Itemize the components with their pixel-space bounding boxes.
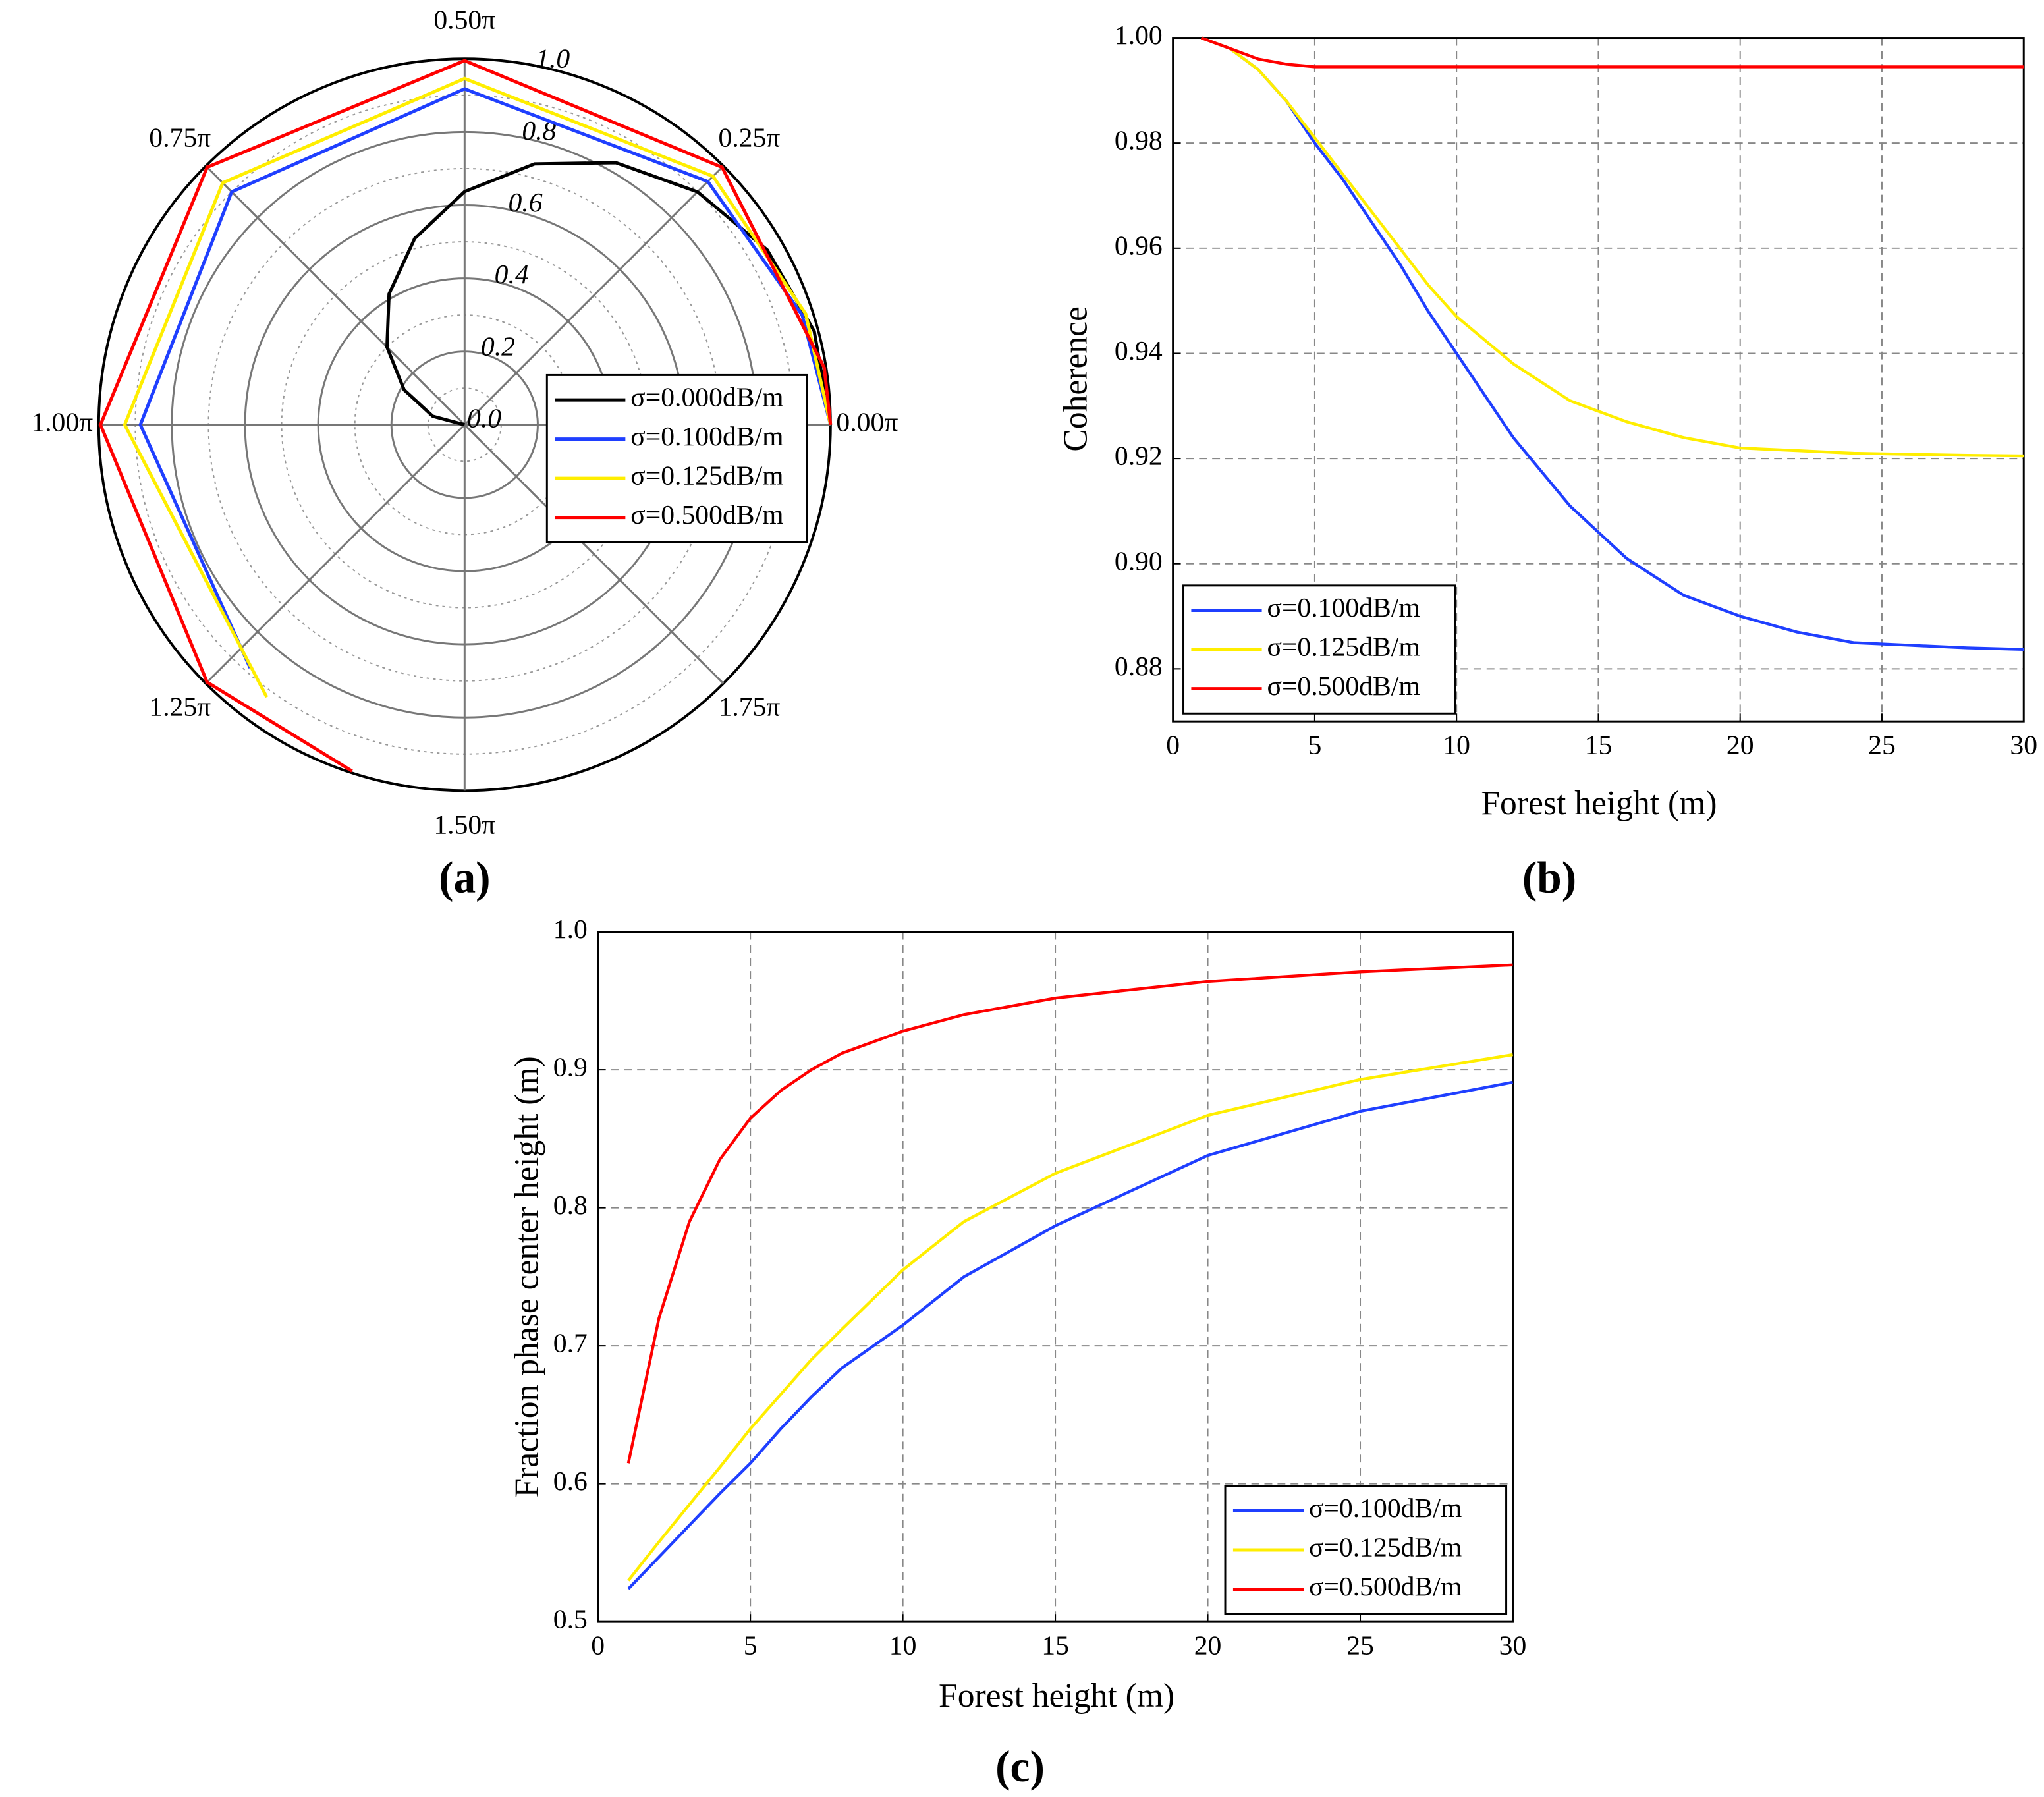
series-line: [385, 161, 833, 427]
y-tick-label: 0.9: [553, 1053, 588, 1083]
r-tick-label: 0.2: [481, 331, 515, 362]
theta-tick-label: 1.50π: [433, 810, 495, 840]
x-tick-label: 25: [1868, 730, 1896, 760]
legend-label: σ=0.100dB/m: [1267, 593, 1420, 623]
theta-tick-label: 1.00π: [31, 407, 93, 437]
y-tick-label: 0.90: [1115, 546, 1163, 576]
legend-label: σ=0.500dB/m: [1309, 1572, 1462, 1602]
x-tick-label: 25: [1346, 1630, 1374, 1661]
legend-label: σ=0.500dB/m: [1267, 671, 1420, 702]
legend-label: σ=0.100dB/m: [630, 422, 783, 452]
panel-label: (c): [995, 1742, 1045, 1791]
plot-frame: [1172, 37, 2025, 723]
spoke: [205, 165, 466, 426]
series-line: [627, 1080, 1513, 1590]
x-tick-label: 15: [1041, 1630, 1069, 1661]
x-tick-label: 0: [1166, 730, 1180, 760]
x-tick-label: 30: [1499, 1630, 1527, 1661]
y-tick-label: 1.00: [1115, 20, 1163, 51]
plot-frame: [597, 931, 1514, 1623]
series-line: [123, 76, 833, 698]
theta-tick-label: 0.25π: [718, 123, 780, 153]
x-tick-label: 10: [889, 1630, 917, 1661]
x-tick-label: 5: [1308, 730, 1322, 760]
r-tick-label: 0.4: [495, 260, 529, 290]
x-axis-label: Forest height (m): [1481, 785, 1717, 822]
legend-label: σ=0.125dB/m: [1309, 1533, 1462, 1563]
spoke: [464, 424, 725, 684]
y-tick-label: 0.94: [1115, 336, 1163, 366]
theta-tick-label: 0.75π: [149, 123, 211, 153]
y-tick-label: 0.96: [1115, 231, 1163, 261]
series-line: [98, 59, 833, 773]
y-tick-label: 1.0: [553, 914, 588, 945]
x-axis-label: Forest height (m): [939, 1677, 1174, 1715]
theta-tick-label: 0.00π: [836, 407, 898, 437]
y-tick-label: 0.92: [1115, 441, 1163, 472]
legend-label: σ=0.100dB/m: [1309, 1493, 1462, 1524]
x-tick-label: 15: [1585, 730, 1613, 760]
theta-tick-label: 0.50π: [433, 5, 495, 35]
x-tick-label: 0: [591, 1630, 605, 1661]
theta-tick-label: 1.75π: [718, 692, 780, 722]
legend-box: [545, 373, 808, 543]
spoke: [205, 424, 466, 684]
y-tick-label: 0.7: [553, 1329, 588, 1359]
y-axis-label: Fraction phase center height (m): [508, 1056, 545, 1497]
series-line: [627, 1053, 1513, 1582]
x-tick-label: 10: [1443, 730, 1470, 760]
legend-label: σ=0.125dB/m: [1267, 632, 1420, 663]
series-line: [1200, 36, 2024, 458]
y-tick-label: 0.8: [553, 1190, 588, 1221]
y-tick-label: 0.5: [553, 1605, 588, 1635]
series-line: [1200, 36, 2024, 69]
legend-label: σ=0.000dB/m: [630, 383, 783, 413]
y-axis-label: Coherence: [1057, 306, 1095, 452]
x-tick-label: 20: [1194, 1630, 1222, 1661]
y-tick-label: 0.98: [1115, 126, 1163, 156]
r-tick-label: 0.6: [509, 188, 543, 218]
panel-label: (b): [1522, 853, 1576, 902]
x-tick-label: 30: [2010, 730, 2037, 760]
spoke: [464, 165, 725, 426]
r-tick-label: 1.0: [536, 44, 570, 74]
y-tick-label: 0.6: [553, 1466, 588, 1497]
x-tick-label: 5: [744, 1630, 758, 1661]
y-tick-label: 0.88: [1115, 651, 1163, 682]
series-line: [626, 963, 1513, 1464]
panel-label: (a): [439, 853, 491, 902]
series-line: [138, 87, 833, 669]
legend-label: σ=0.500dB/m: [630, 500, 783, 530]
x-tick-label: 20: [1726, 730, 1754, 760]
r-tick-label: 0.0: [467, 403, 501, 433]
theta-tick-label: 1.25π: [149, 692, 211, 722]
legend-label: σ=0.125dB/m: [630, 461, 783, 491]
series-line: [1200, 36, 2024, 651]
